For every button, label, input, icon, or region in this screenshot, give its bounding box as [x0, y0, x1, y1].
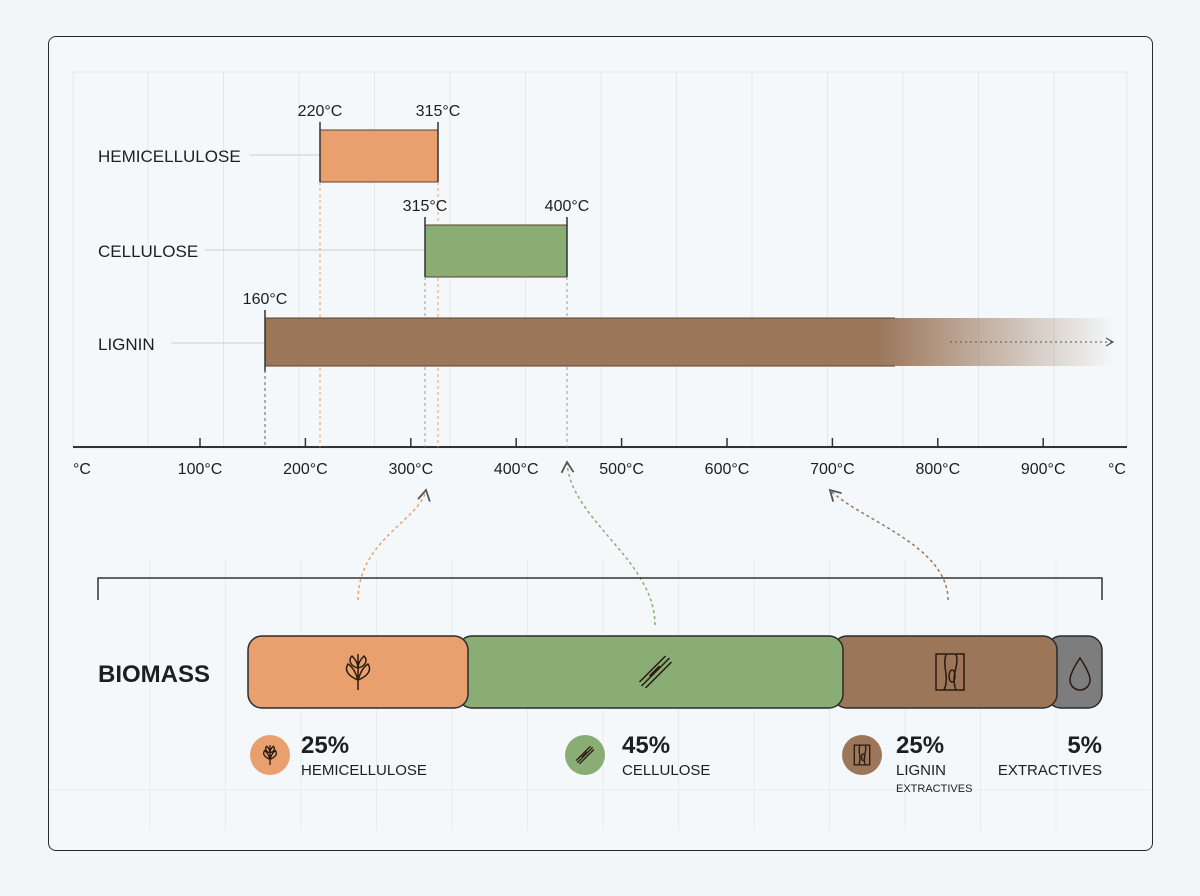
wood-grain-icon-glyph — [935, 653, 965, 691]
biomass-title: BIOMASS — [98, 661, 210, 688]
leaf-sprig-icon-glyph — [263, 745, 277, 765]
hemicellulose-bar — [319, 129, 439, 183]
x-tick-label: 900°C — [1021, 461, 1066, 478]
cellulose-legend-label: CELLULOSE — [622, 762, 710, 779]
x-tick-label: 700°C — [810, 461, 855, 478]
connector-arrow — [357, 488, 431, 601]
cellulose-start-label: 315°C — [403, 198, 448, 215]
wood-grain-icon-small — [853, 744, 871, 766]
fiber-strand-icon-glyph — [575, 745, 595, 765]
cellulose-end-label: 400°C — [545, 198, 590, 215]
fiber-strand-icon — [638, 655, 673, 689]
droplet-icon-glyph — [1069, 656, 1091, 691]
x-tick-label: 100°C — [178, 461, 223, 478]
grid-border — [72, 71, 1128, 449]
x-tick-label: 400°C — [494, 461, 539, 478]
wood-grain-icon — [935, 653, 965, 691]
connector-arrow — [828, 488, 949, 601]
x-tick-label: 300°C — [388, 461, 433, 478]
cellulose-label: CELLULOSE — [98, 242, 198, 261]
x-tick-label: 600°C — [705, 461, 750, 478]
hemicellulose-legend-label: HEMICELLULOSE — [301, 762, 427, 779]
hemicellulose-percent: 25% — [301, 732, 349, 759]
hemicellulose-end-label: 315°C — [416, 103, 461, 120]
extractives-percent: 5% — [1067, 732, 1102, 759]
fiber-strand-icon-glyph — [638, 655, 673, 689]
leaf-sprig-icon-glyph — [345, 654, 371, 690]
fiber-strand-icon-small — [575, 745, 595, 765]
x-tick-label: 200°C — [283, 461, 328, 478]
cellulose-bar — [424, 224, 568, 278]
droplet-icon — [1069, 656, 1091, 691]
hemicellulose-start-label: 220°C — [298, 103, 343, 120]
lignin-label: LIGNIN — [98, 335, 155, 354]
hemicellulose-label: HEMICELLULOSE — [98, 147, 241, 166]
lignin-legend-sublabel: EXTRACTIVES — [896, 783, 972, 795]
leaf-sprig-icon — [345, 654, 371, 690]
axis-unit-left: °C — [73, 461, 91, 478]
leaf-sprig-icon-small — [263, 745, 277, 765]
lignin-percent: 25% — [896, 732, 944, 759]
x-tick-label: 500°C — [599, 461, 644, 478]
lignin-bar — [265, 318, 1115, 366]
cellulose-percent: 45% — [622, 732, 670, 759]
extractives-legend-label: EXTRACTIVES — [998, 762, 1102, 779]
lignin-legend-label: LIGNIN — [896, 762, 946, 779]
axis-unit-right: °C — [1108, 461, 1126, 478]
biomass-bracket — [97, 577, 1103, 600]
lignin-start-label: 160°C — [243, 291, 288, 308]
x-tick-label: 800°C — [915, 461, 960, 478]
wood-grain-icon-glyph — [853, 744, 871, 766]
connector-arrow — [560, 460, 656, 626]
